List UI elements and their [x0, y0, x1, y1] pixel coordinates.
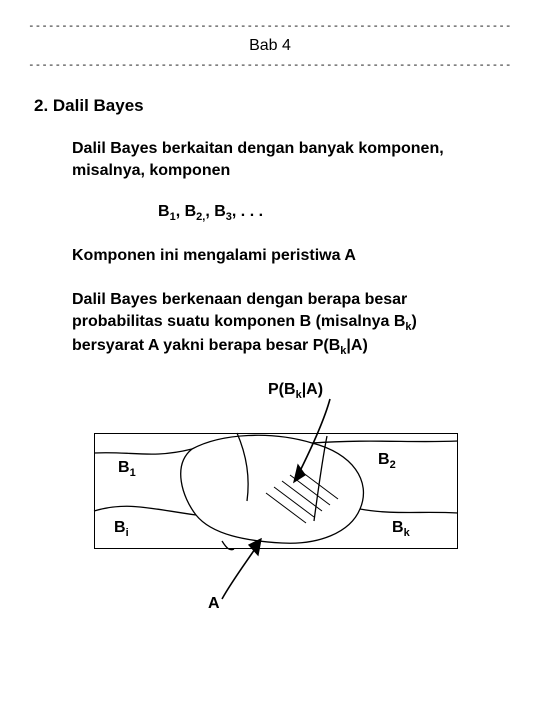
label-bi: Bi — [114, 519, 129, 539]
label-b2: B2 — [378, 451, 396, 471]
paragraph-3: Dalil Bayes berkenaan dengan berapa besa… — [72, 289, 492, 359]
header-dash-top: ----------------------------------------… — [28, 20, 512, 31]
label-pbka: P(Bk|A) — [268, 381, 323, 401]
components-list: B1, B2,, B3, . . . — [158, 203, 512, 223]
paragraph-1: Dalil Bayes berkaitan dengan banyak komp… — [72, 138, 492, 181]
section-title: 2. Dalil Bayes — [34, 96, 512, 116]
chapter-title: Bab 4 — [28, 37, 512, 55]
comp-b2: B2, — [185, 203, 206, 220]
comp-b3: B3 — [214, 203, 232, 220]
label-bk: Bk — [392, 519, 410, 539]
bayes-diagram: P(Bk|A) B1 B2 Bi Bk A — [72, 381, 482, 621]
label-a: A — [208, 595, 220, 613]
label-b1: B1 — [118, 459, 136, 479]
header-dash-bottom: ----------------------------------------… — [28, 59, 512, 70]
comp-b1: B1 — [158, 203, 176, 220]
paragraph-2: Komponen ini mengalami peristiwa A — [72, 245, 492, 267]
